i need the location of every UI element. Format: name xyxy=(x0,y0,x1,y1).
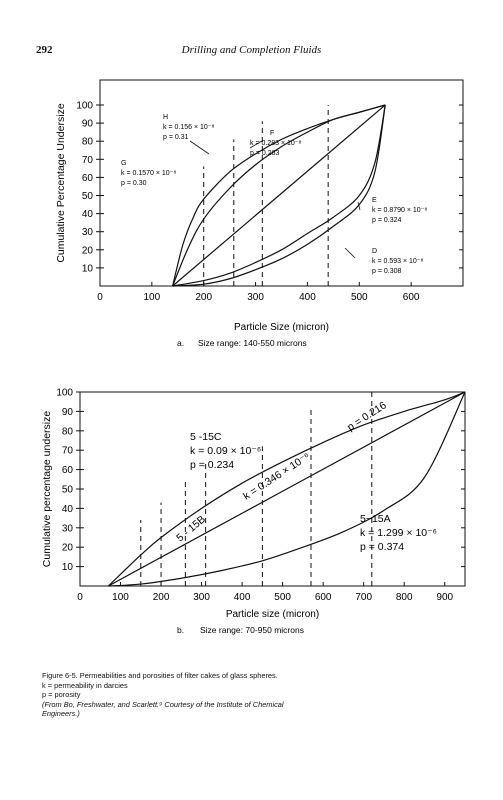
panel-a-curve-label-name: E xyxy=(372,197,377,204)
panel-a-curve-label-p: p = 0.31 xyxy=(163,134,189,141)
panel-a-curve-label-k: k = 0.8790 × 10⁻⁸ xyxy=(372,207,427,214)
panel-b-curve-label-name: 5−15A xyxy=(360,513,391,525)
panel-a-leader-line xyxy=(344,247,356,259)
panel-b-ytick-label: 80 xyxy=(62,426,74,437)
panel-b-curve-label-p: p = 0.374 xyxy=(360,541,404,553)
panel-a-curve-label-name: F xyxy=(270,130,274,137)
panel-a-leader-line xyxy=(189,140,210,155)
panel-b-xtick-label: 0 xyxy=(77,592,83,603)
panel-b-xtick-label: 900 xyxy=(436,592,453,603)
panel-a-curve-label-name: D xyxy=(372,248,377,255)
caption-p-definition: p = porosity xyxy=(42,690,81,700)
panel-a-ytick-label: 90 xyxy=(82,119,94,130)
panel-b-x-axis-title: Particle size (micron) xyxy=(226,609,319,620)
panel-a-xtick-label: 200 xyxy=(195,292,212,303)
panel-b-xtick-label: 700 xyxy=(355,592,372,603)
panel-b-caption: Size range: 70-950 microns xyxy=(200,625,304,635)
panel-a-y-axis-title: Cumulative Percentage Undersize xyxy=(55,103,67,262)
panel-b-xtick-label: 600 xyxy=(315,592,332,603)
panel-b-curve-label-k: k = 1.299 × 10⁻⁶ xyxy=(360,527,437,539)
panel-a-ytick-label: 60 xyxy=(82,173,94,184)
panel-a-xtick-label: 100 xyxy=(144,292,161,303)
panel-a-label: a. xyxy=(177,338,184,348)
panel-b-ytick-label: 10 xyxy=(62,562,74,573)
panel-b-ytick-label: 90 xyxy=(62,407,74,418)
panel-b-curve-label-name: 5 -15C xyxy=(190,431,222,443)
panel-a-curve-label-p: p = 0.283 xyxy=(250,150,279,157)
panel-a-leader-line xyxy=(357,201,361,211)
panel-b-ytick-label: 50 xyxy=(62,485,74,496)
panel-b-curve-label-p: p = 0.234 xyxy=(190,459,234,471)
panel-b-ytick-label: 30 xyxy=(62,523,74,534)
panel-a-curve-label-p: p = 0.308 xyxy=(372,268,401,275)
panel-b-curve-2 xyxy=(108,391,466,587)
panel-a-ytick-label: 70 xyxy=(82,155,94,166)
panel-b-label: b. xyxy=(177,625,184,635)
panel-b-curve-label-p: p = 0.216 xyxy=(345,399,389,433)
panel-b-ytick-label: 60 xyxy=(62,465,74,476)
panel-b-curve-label-k: k = 0.09 × 10⁻⁶ xyxy=(190,445,261,457)
panel-a-curve-label-k: k = 0.593 × 10⁻⁸ xyxy=(372,258,423,265)
panel-a-curve-label-name: G xyxy=(121,160,126,167)
panel-a-ytick-label: 100 xyxy=(76,101,93,112)
panel-a-curve-4 xyxy=(172,104,386,287)
panel-a-curve-label-k: k = 0.1570 × 10⁻⁸ xyxy=(121,170,176,177)
panel-b-curve-1 xyxy=(108,391,466,587)
panel-b-xtick-label: 500 xyxy=(274,592,291,603)
panel-a-ytick-label: 80 xyxy=(82,137,94,148)
panel-a-curve-label-k: k = 0.156 × 10⁻⁸ xyxy=(163,124,214,131)
panel-b-ytick-label: 40 xyxy=(62,504,74,515)
panel-a-ytick-label: 20 xyxy=(82,245,94,256)
panel-a-x-axis-title: Particle Size (micron) xyxy=(234,322,329,333)
panel-a-curve-2 xyxy=(172,104,386,287)
panel-a-xtick-label: 600 xyxy=(403,292,420,303)
panel-b-xtick-label: 200 xyxy=(153,592,170,603)
panel-a-curve-3 xyxy=(172,104,386,287)
panel-a-xtick-label: 400 xyxy=(299,292,316,303)
panel-a-curve-1 xyxy=(172,104,386,287)
page-number: 292 xyxy=(36,44,53,56)
panel-b-xtick-label: 400 xyxy=(234,592,251,603)
panel-a-curve-label-p: p = 0.324 xyxy=(372,217,401,224)
panel-b-y-axis-title: Cumulative percentage undersize xyxy=(41,411,53,568)
panel-b-xtick-label: 300 xyxy=(193,592,210,603)
panel-b-curve-0 xyxy=(107,391,466,587)
panel-a-xtick-label: 500 xyxy=(351,292,368,303)
panel-a-plot-frame xyxy=(99,79,464,287)
panel-a-leader-line xyxy=(249,140,263,149)
panel-b-curve-label-name: 5 - 15B xyxy=(174,513,208,544)
panel-b-ytick-label: 100 xyxy=(56,388,73,399)
caption-k-definition: k = permeability in darcies xyxy=(42,680,128,690)
caption-source-cont: Engineers.) xyxy=(42,709,80,719)
caption-source: (From Bo, Freshwater, and Scarlett.⁹ Cou… xyxy=(42,699,284,709)
panel-a-caption: Size range: 140-550 microns xyxy=(198,338,307,348)
panel-a-ytick-label: 40 xyxy=(82,209,94,220)
panel-b-ytick-label: 70 xyxy=(62,446,74,457)
panel-a-ytick-label: 10 xyxy=(82,263,94,274)
panel-b-xtick-label: 800 xyxy=(396,592,413,603)
panel-a-xtick-label: 0 xyxy=(97,292,103,303)
panel-a-curve-label-k: k = 0.283 × 10⁻⁸ xyxy=(250,140,301,147)
figure-caption: Figure 6-5. Permeabilities and porositie… xyxy=(42,671,482,719)
panel-a-ytick-label: 30 xyxy=(82,227,94,238)
panel-b-ytick-label: 20 xyxy=(62,543,74,554)
caption-title: Figure 6-5. Permeabilities and porositie… xyxy=(42,671,278,680)
panel-b-xtick-label: 100 xyxy=(112,592,129,603)
panel-b-plot-frame xyxy=(79,391,466,587)
panel-a-curve-label-p: p = 0.30 xyxy=(121,180,147,187)
running-head: Drilling and Completion Fluids xyxy=(181,44,322,56)
panel-a-ytick-label: 50 xyxy=(82,191,94,202)
panel-a-xtick-label: 300 xyxy=(247,292,264,303)
panel-a-curve-label-name: H xyxy=(163,114,168,121)
